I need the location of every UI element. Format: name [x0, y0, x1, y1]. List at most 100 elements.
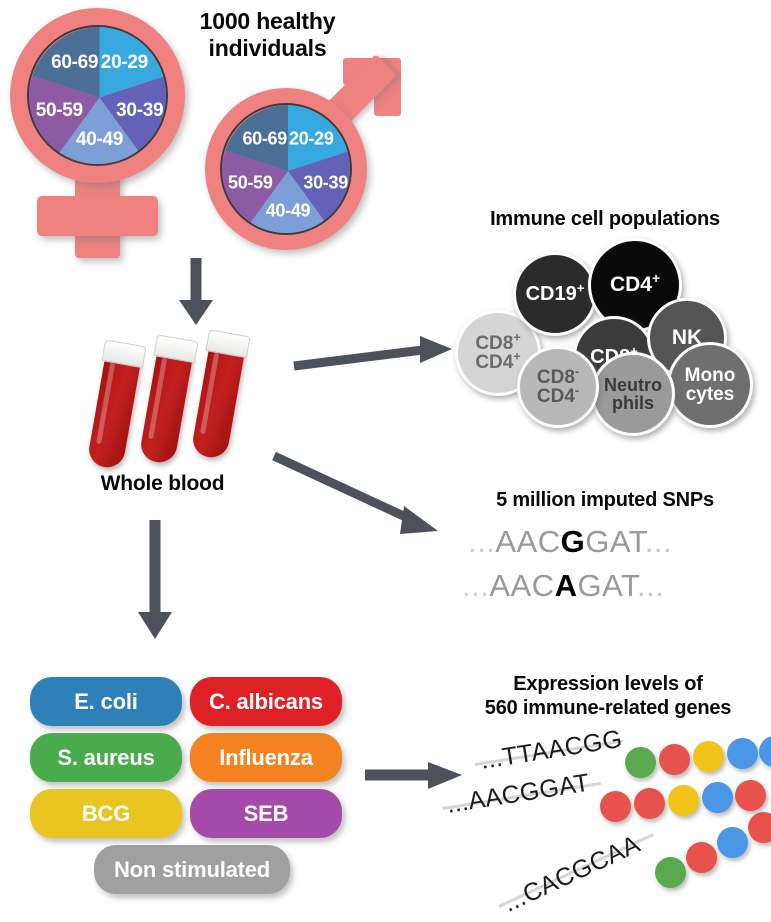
expression-title-line2: 560 immune-related genes	[484, 696, 732, 719]
chip-label: S. aureus	[57, 744, 155, 770]
pie-label-20-29: 20-29	[100, 52, 148, 74]
pie-label-30-39: 30-39	[303, 172, 348, 193]
snps-title: 5 million imputed SNPs	[496, 489, 714, 511]
snp-suffix: ...	[636, 568, 665, 603]
page-title: 1000 healthy individuals	[160, 8, 375, 62]
rna-bead	[686, 842, 717, 873]
immune-cell-populations-title: Immune cell populations	[490, 208, 720, 230]
immune-cell-bubble-cluster: CD8+ CD4+ CD19+ CD4+ CD8+ NK Mono cytes …	[455, 238, 755, 436]
stimulation-chip-seb[interactable]: SEB	[190, 789, 342, 838]
cell-label-line: CD19+	[525, 280, 585, 305]
rna-bead	[600, 791, 631, 822]
cell-label-line: CD4+	[609, 270, 661, 297]
cell-bubble-monocytes: Mono cytes	[667, 342, 753, 428]
pie-slice-50-59	[222, 150, 288, 225]
expression-title-line1: Expression levels of	[513, 673, 703, 695]
snp-suffix: ...	[644, 524, 673, 559]
pie-label-20-29: 20-29	[288, 128, 334, 149]
pie-slice-20-29	[99, 27, 166, 98]
pie-label-30-39: 30-39	[116, 99, 164, 121]
pie-label-60-69: 60-69	[242, 128, 287, 149]
snp-sequence-row: ...AACAGAT...	[462, 568, 664, 604]
chip-label: BCG	[81, 800, 131, 826]
cell-label-line: CD4+	[475, 349, 521, 373]
rna-bead	[634, 788, 665, 819]
rna-strand: ...TTAACGG	[474, 725, 771, 781]
cell-label-line: Mono	[684, 364, 736, 386]
pie-slice-30-39	[288, 150, 350, 225]
rna-sequence-label: ...AACGGAT	[444, 768, 592, 819]
pie-slice-50-59	[29, 75, 100, 155]
stimulation-chip-influenza[interactable]: Influenza	[190, 733, 342, 782]
pie-label-50-59: 50-59	[35, 99, 83, 121]
rna-sequence-label: ...CACGCAA	[498, 830, 645, 918]
snp-left: AAC	[489, 568, 555, 603]
snp-sequence-block: ...AACGGAT... ...AACAGAT...	[462, 524, 762, 624]
snp-variant-allele: G	[560, 524, 586, 559]
cell-label-line: cytes	[685, 384, 735, 405]
snp-left: AAC	[495, 524, 561, 559]
stimulation-chip-e-coli[interactable]: E. coli	[30, 677, 182, 726]
chip-label: C. albicans	[209, 688, 323, 714]
snp-prefix: ...	[468, 524, 496, 559]
pie-label-60-69: 60-69	[51, 52, 99, 74]
female-stem-horizontal	[37, 196, 158, 236]
chip-label: Non stimulated	[113, 856, 271, 882]
page-title-line1: 1000 healthy	[199, 8, 336, 34]
snp-right: GAT	[577, 568, 637, 603]
pie-slice-60-69	[225, 105, 288, 171]
pie-slice-40-49	[58, 97, 141, 164]
snp-sequence-row: ...AACGGAT...	[468, 524, 672, 560]
rna-strand: ...CACGCAA	[498, 812, 771, 918]
arrow-blood-to-immune	[293, 336, 452, 371]
rna-sequence-label: ...TTAACGG	[478, 724, 625, 775]
rna-bead	[625, 747, 656, 778]
snp-prefix: ...	[462, 568, 490, 603]
rna-strand-cluster: ...TTAACGG ...AACGGAT ...CACGCAA	[442, 725, 771, 918]
cell-label-line: Neutro	[604, 374, 662, 395]
age-pie-chart-female: 20-29 30-39 40-49 50-59 60-69	[27, 25, 168, 166]
pie-slice-20-29	[288, 105, 350, 171]
pie-slice-40-49	[249, 171, 327, 233]
stimulation-panel: E. coli C. albicans S. aureus Influenza …	[30, 677, 345, 897]
whole-blood-tubes-icon	[86, 329, 285, 480]
cell-label-line: CD8+	[475, 330, 521, 354]
cell-bubble-neutrophils: Neutro phils	[591, 352, 675, 436]
rna-bead	[693, 741, 724, 772]
expression-title: Expression levels of 560 immune-related …	[448, 673, 768, 720]
chip-label: Influenza	[219, 744, 313, 770]
rna-bead	[655, 857, 686, 888]
pie-label-40-49: 40-49	[265, 200, 311, 221]
arrow-blood-to-snps	[272, 451, 438, 534]
snp-right: GAT	[585, 524, 645, 559]
pie-label-50-59: 50-59	[228, 172, 273, 193]
cell-label-line: CD4-	[536, 383, 580, 407]
female-gender-icon: 20-29 30-39 40-49 50-59 60-69	[10, 8, 185, 263]
rna-bead	[659, 744, 690, 775]
stimulation-chip-bcg[interactable]: BCG	[30, 789, 182, 838]
arrow-cohort-to-blood	[179, 258, 213, 325]
pie-label-40-49: 40-49	[75, 128, 124, 150]
rna-bead	[748, 812, 771, 843]
cell-bubble-cd8n-cd4n: CD8- CD4-	[517, 346, 599, 428]
pie-slice-30-39	[99, 75, 166, 155]
snp-variant-allele: A	[554, 568, 578, 603]
cell-bubble-cd19: CD19+	[513, 252, 597, 336]
rna-bead	[759, 736, 771, 767]
rna-bead	[717, 827, 748, 858]
whole-blood-label: Whole blood	[100, 472, 225, 495]
stimulation-chip-c-albicans[interactable]: C. albicans	[190, 677, 342, 726]
stimulation-chip-s-aureus[interactable]: S. aureus	[30, 733, 182, 782]
rna-bead	[702, 782, 733, 813]
age-pie-chart-male: 20-29 30-39 40-49 50-59 60-69	[220, 103, 352, 235]
rna-bead	[727, 738, 758, 769]
cell-label-line: phils	[611, 393, 654, 413]
rna-bead	[668, 785, 699, 816]
rna-bead	[735, 780, 766, 811]
stimulation-chip-non-stimulated[interactable]: Non stimulated	[94, 845, 290, 894]
pie-slice-60-69	[32, 27, 100, 98]
chip-label: E. coli	[74, 688, 138, 714]
cell-label-line: NK	[671, 326, 703, 350]
rna-strand: ...AACGGAT	[442, 769, 766, 823]
